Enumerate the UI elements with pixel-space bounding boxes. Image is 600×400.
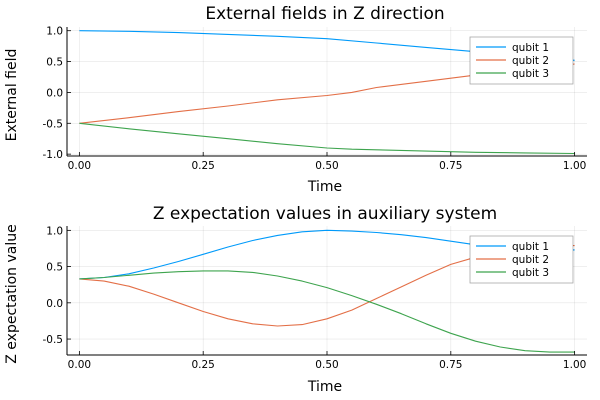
axes: 0.00 0.25 0.50 0.75 1.00 -0.5 0.0 0.5 1.0: [43, 225, 587, 371]
grid: [67, 226, 587, 355]
y-tick-label: 0.5: [46, 57, 63, 69]
y-tick-label: 1.0: [46, 26, 63, 38]
legend-label: qubit 2: [512, 55, 549, 67]
legend-label: qubit 3: [512, 267, 549, 279]
legend-label: qubit 1: [512, 241, 549, 253]
legend-label: qubit 3: [512, 68, 549, 80]
panel-z-expectation: Z expectation values in auxiliary system…: [4, 204, 587, 395]
x-tick-label: 1.00: [563, 359, 586, 371]
x-tick-label: 1.00: [563, 160, 586, 172]
x-tick-label: 0.75: [439, 359, 462, 371]
y-tick-label: -0.5: [43, 334, 64, 346]
x-tick-label: 0.25: [191, 359, 214, 371]
y-tick-label: 0.0: [46, 298, 63, 310]
axes: 0.00 0.25 0.50 0.75 1.00 -1.0 -0.5 0.0 0.5 1.0: [43, 26, 587, 172]
y-tick-label: 1.0: [46, 225, 63, 237]
x-tick-label: 0.25: [191, 160, 214, 172]
x-axis-label: Time: [307, 379, 342, 395]
y-tick-label: 0.0: [46, 87, 63, 99]
x-tick-label: 0.00: [68, 359, 91, 371]
y-axis-label: External field: [4, 49, 20, 142]
y-tick-label: 0.5: [46, 262, 63, 274]
x-axis-label: Time: [307, 179, 342, 195]
panel-external-fields: External fields in Z direction External …: [4, 4, 587, 195]
chart-title: Z expectation values in auxiliary system: [153, 204, 497, 224]
legend-label: qubit 2: [512, 254, 549, 266]
y-tick-label: -0.5: [43, 118, 64, 130]
x-tick-label: 0.50: [315, 160, 338, 172]
y-axis-label: Z expectation value: [4, 224, 20, 363]
x-tick-label: 0.75: [439, 160, 462, 172]
series-line-qubit-3: [79, 270, 575, 353]
x-tick-label: 0.50: [315, 359, 338, 371]
x-tick-label: 0.00: [68, 160, 91, 172]
chart-title: External fields in Z direction: [205, 4, 444, 24]
y-tick-label: -1.0: [43, 149, 64, 161]
legend-label: qubit 1: [512, 42, 549, 54]
series-line-qubit-3: [79, 122, 575, 155]
